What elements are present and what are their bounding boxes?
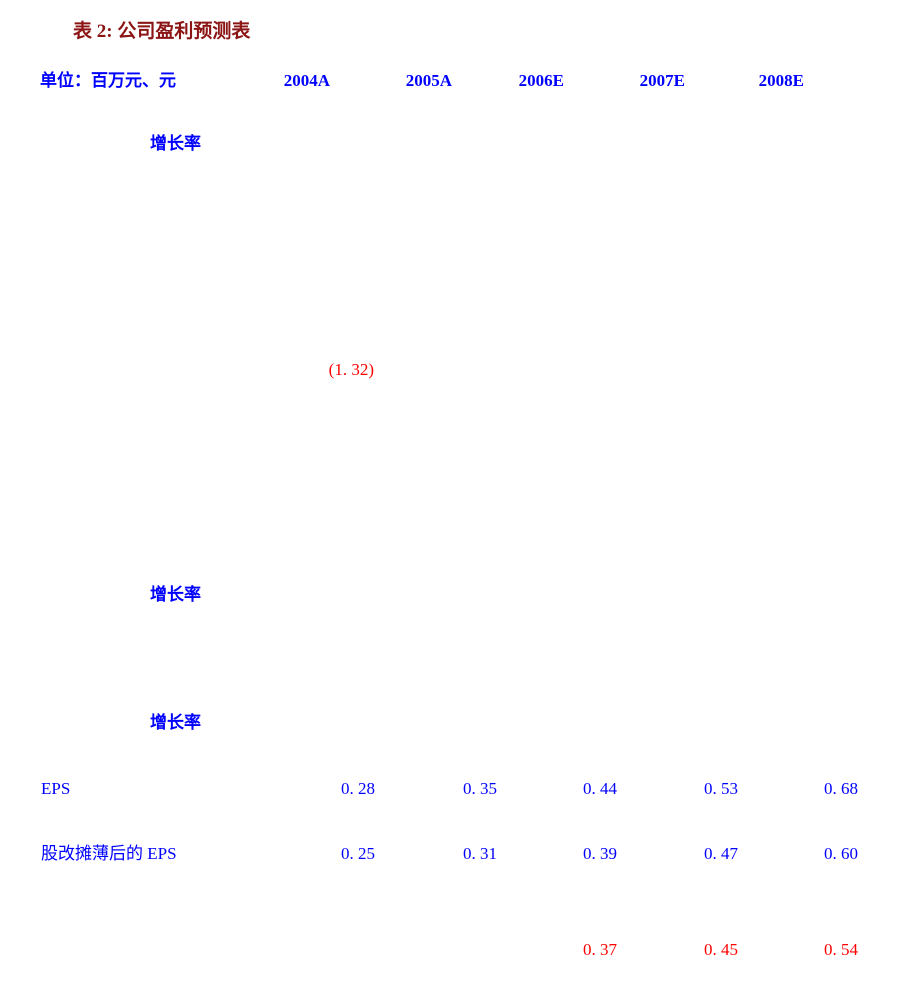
diluted-eps-row-label: 股改摊薄后的 EPS [41,844,177,863]
growth-rate-label-1: 增长率 [150,134,201,153]
eps-value-2004a: 0. 28 [341,779,375,798]
growth-rate-label-2: 增长率 [150,585,201,604]
year-header-2007e: 2007E [639,71,685,90]
eps-value-2005a: 0. 35 [463,779,497,798]
eps-row-label: EPS [41,779,71,798]
highlight-value-2008e: 0. 54 [824,940,858,959]
year-header-2005a: 2005A [405,71,452,90]
diluted-eps-value-2006e: 0. 39 [583,844,617,863]
highlight-value-2006e: 0. 37 [583,940,617,959]
year-header-2008e: 2008E [758,71,804,90]
loss-value-2004: (1. 32) [328,360,374,379]
diluted-eps-value-2005a: 0. 31 [463,844,497,863]
year-header-2006e: 2006E [518,71,564,90]
year-header-2004a: 2004A [283,71,330,90]
eps-value-2008e: 0. 68 [824,779,858,798]
highlight-value-2007e: 0. 45 [704,940,738,959]
diluted-eps-value-2007e: 0. 47 [704,844,738,863]
eps-value-2007e: 0. 53 [704,779,738,798]
table-title: 表 2: 公司盈利预测表 [73,21,251,42]
eps-value-2006e: 0. 44 [583,779,617,798]
growth-rate-label-3: 增长率 [150,713,201,732]
diluted-eps-value-2004a: 0. 25 [341,844,375,863]
unit-label: 单位：百万元、元 [40,71,176,90]
diluted-eps-value-2008e: 0. 60 [824,844,858,863]
